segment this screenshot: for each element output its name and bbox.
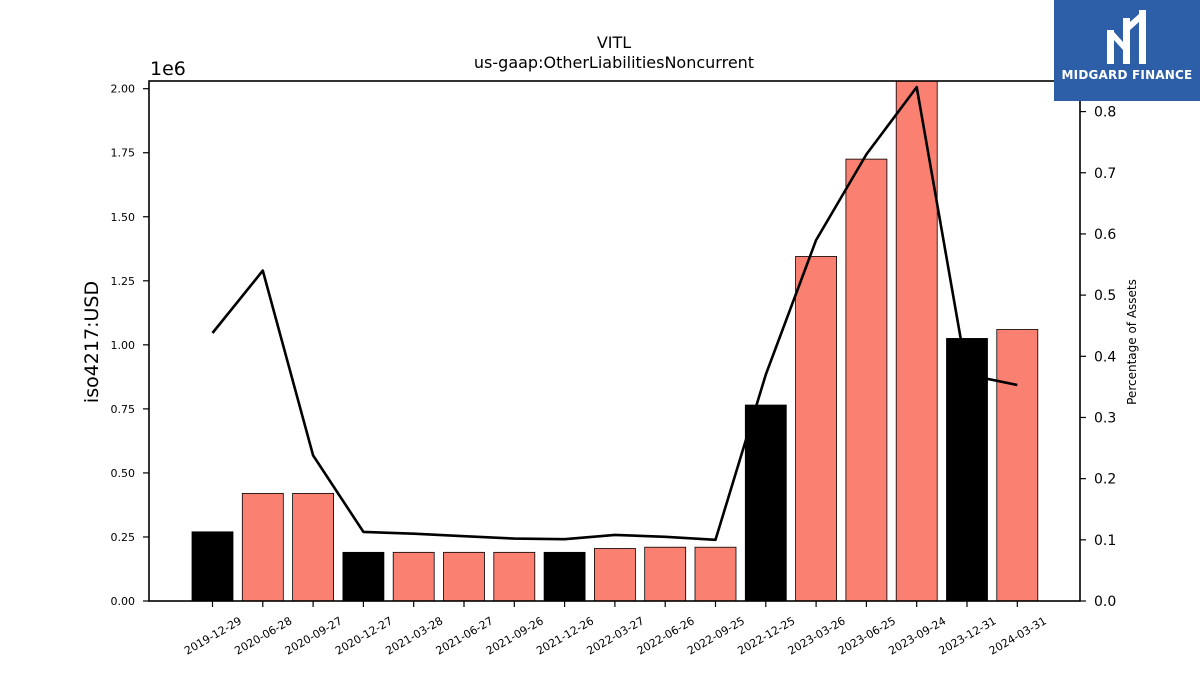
logo: MIDGARD FINANCE — [1054, 0, 1200, 101]
bar-2022-09-25 — [694, 546, 737, 602]
y-tick-label: 0.00 — [111, 595, 136, 608]
bar-2021-03-28 — [392, 551, 435, 602]
bar-2023-06-25 — [845, 158, 888, 602]
y-tick-label: 1.25 — [111, 275, 136, 288]
bar-2022-03-27 — [594, 548, 636, 602]
bar-2021-09-26 — [493, 551, 536, 602]
percentage-line-group — [211, 85, 1018, 542]
bar-2020-09-27 — [292, 493, 335, 602]
chart-subtitle: us-gaap:OtherLiabilitiesNoncurrent — [474, 53, 754, 72]
bars-group — [191, 80, 1039, 602]
percentage-line — [211, 85, 1018, 542]
y2-tick-label: 0.0 — [1094, 594, 1116, 610]
y2-axis-label: Percentage of Assets — [1125, 279, 1139, 405]
plot-frame — [148, 80, 1081, 602]
midgard-logo-icon — [1107, 10, 1146, 64]
y-tick-label: 2.00 — [111, 83, 136, 96]
bar-2023-03-26 — [795, 256, 837, 602]
y-tick-label: 0.50 — [111, 467, 136, 480]
y-offset-label: 1e6 — [150, 58, 186, 80]
logo-brand-text: MIDGARD FINANCE — [1061, 68, 1193, 82]
y2-tick-label: 0.4 — [1094, 349, 1116, 365]
y2-tick-label: 0.5 — [1094, 288, 1116, 304]
bar-2020-06-28 — [241, 493, 284, 602]
bar-2020-12-27 — [342, 551, 385, 602]
y-tick-label: 1.00 — [111, 339, 136, 352]
bar-2024-03-31 — [996, 329, 1039, 602]
y2-tick-label: 0.7 — [1094, 166, 1116, 182]
bar-2021-06-27 — [443, 551, 485, 602]
y-axis-label: iso4217:USD — [81, 281, 103, 403]
y-tick-label: 0.25 — [111, 531, 136, 544]
bar-2022-06-26 — [644, 546, 687, 602]
x-tick-label: 2024-03-31 — [987, 614, 1049, 657]
y2-tick-label: 0.3 — [1094, 410, 1116, 426]
y2-tick-label: 0.1 — [1094, 533, 1116, 549]
bar-2019-12-29 — [191, 531, 234, 602]
bar-2023-09-24 — [895, 80, 938, 602]
y-tick-label: 1.75 — [111, 147, 136, 160]
bar-2023-12-31 — [946, 338, 988, 602]
y2-tick-label: 0.8 — [1094, 105, 1116, 121]
y-tick-label: 0.75 — [111, 403, 136, 416]
chart-title: VITL — [597, 33, 631, 52]
y-tick-label: 1.50 — [111, 211, 136, 224]
bar-2022-12-25 — [744, 404, 787, 602]
y2-tick-label: 0.2 — [1094, 472, 1116, 488]
y2-tick-label: 0.6 — [1094, 227, 1116, 243]
bar-2021-12-26 — [543, 551, 586, 602]
